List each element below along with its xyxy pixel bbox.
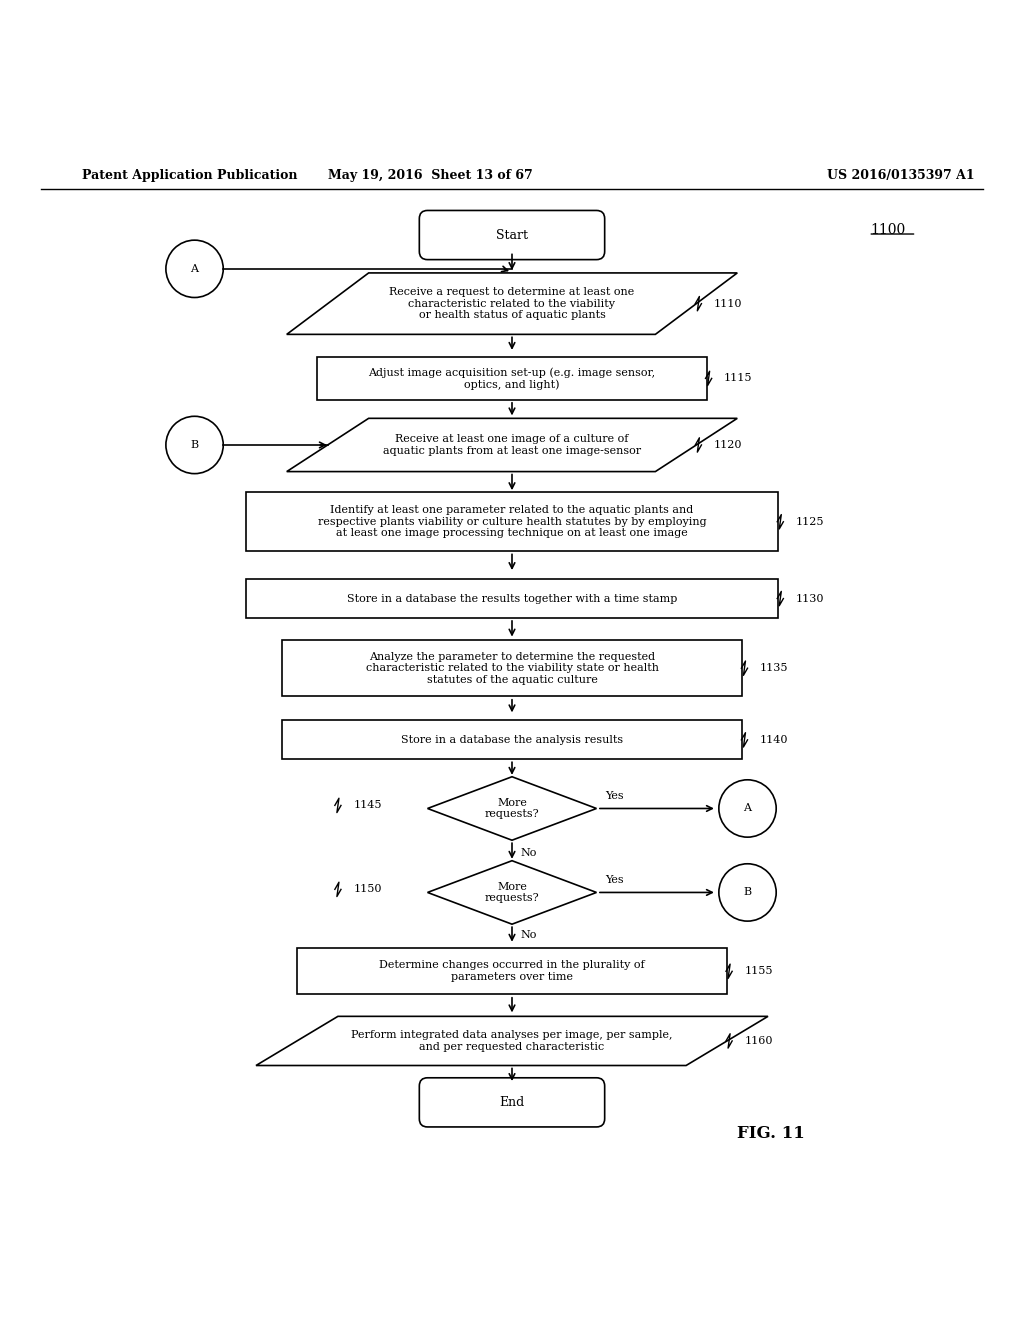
Text: Receive at least one image of a culture of
aquatic plants from at least one imag: Receive at least one image of a culture …	[383, 434, 641, 455]
Circle shape	[719, 863, 776, 921]
Text: Start: Start	[496, 228, 528, 242]
Text: 1150: 1150	[353, 884, 382, 895]
Text: A: A	[743, 804, 752, 813]
Text: 1135: 1135	[760, 663, 788, 673]
Text: 1110: 1110	[714, 298, 742, 309]
Text: More
requests?: More requests?	[484, 882, 540, 903]
Text: Identify at least one parameter related to the aquatic plants and
respective pla: Identify at least one parameter related …	[317, 506, 707, 539]
Text: Receive a request to determine at least one
characteristic related to the viabil: Receive a request to determine at least …	[389, 286, 635, 321]
Bar	[317, 356, 707, 400]
Text: 1160: 1160	[744, 1036, 773, 1045]
Text: Determine changes occurred in the plurality of
parameters over time: Determine changes occurred in the plural…	[379, 961, 645, 982]
Text: May 19, 2016  Sheet 13 of 67: May 19, 2016 Sheet 13 of 67	[328, 169, 532, 182]
Text: B: B	[743, 887, 752, 898]
Text: Store in a database the results together with a time stamp: Store in a database the results together…	[347, 594, 677, 603]
Text: Store in a database the analysis results: Store in a database the analysis results	[401, 735, 623, 744]
Text: No: No	[520, 931, 537, 940]
Bar	[297, 948, 727, 994]
Bar	[246, 579, 778, 618]
Text: Yes: Yes	[605, 875, 624, 886]
Text: Perform integrated data analyses per image, per sample,
and per requested charac: Perform integrated data analyses per ima…	[351, 1030, 673, 1052]
Text: 1130: 1130	[796, 594, 824, 603]
Text: A: A	[190, 264, 199, 273]
Text: 1100: 1100	[870, 223, 905, 236]
Circle shape	[719, 780, 776, 837]
Text: 1120: 1120	[714, 440, 742, 450]
Polygon shape	[287, 273, 737, 334]
Text: Patent Application Publication: Patent Application Publication	[82, 169, 297, 182]
Polygon shape	[256, 1016, 768, 1065]
Text: Yes: Yes	[605, 791, 624, 801]
FancyBboxPatch shape	[420, 210, 604, 260]
Text: 1115: 1115	[724, 374, 753, 383]
Bar	[282, 640, 742, 697]
Text: 1155: 1155	[744, 966, 773, 977]
Text: US 2016/0135397 A1: US 2016/0135397 A1	[827, 169, 975, 182]
Text: 1140: 1140	[760, 735, 788, 744]
Polygon shape	[287, 418, 737, 471]
Text: Adjust image acquisition set-up (e.g. image sensor,
optics, and light): Adjust image acquisition set-up (e.g. im…	[369, 367, 655, 389]
Bar	[246, 492, 778, 552]
Text: No: No	[520, 847, 537, 858]
Circle shape	[166, 416, 223, 474]
Text: End: End	[500, 1096, 524, 1109]
Text: Analyze the parameter to determine the requested
characteristic related to the v: Analyze the parameter to determine the r…	[366, 652, 658, 685]
Polygon shape	[428, 861, 596, 924]
Text: 1125: 1125	[796, 516, 824, 527]
Circle shape	[166, 240, 223, 297]
Text: 1145: 1145	[353, 800, 382, 810]
Polygon shape	[428, 776, 596, 841]
FancyBboxPatch shape	[420, 1078, 604, 1127]
Bar	[282, 721, 742, 759]
Text: B: B	[190, 440, 199, 450]
Text: More
requests?: More requests?	[484, 797, 540, 820]
Text: FIG. 11: FIG. 11	[737, 1125, 805, 1142]
